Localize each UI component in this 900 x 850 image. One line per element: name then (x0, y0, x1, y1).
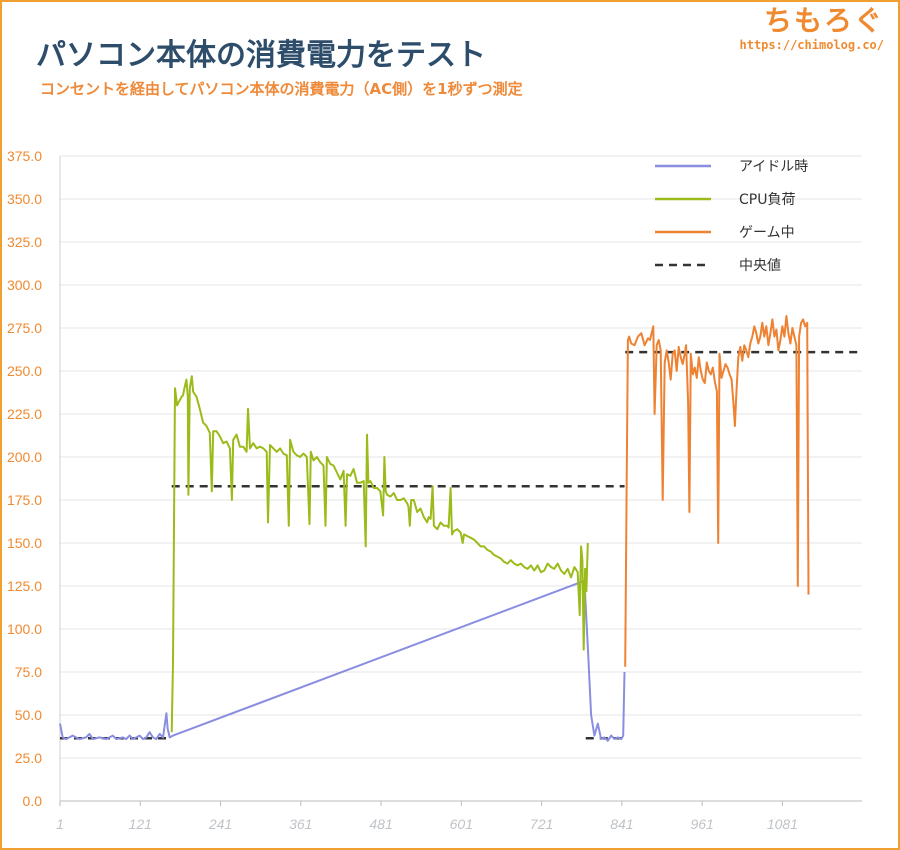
x-tick-label: 601 (450, 816, 473, 832)
legend-label: アイドル時 (739, 159, 808, 175)
x-tick-label: 241 (208, 816, 232, 832)
x-tick-label: 481 (369, 816, 392, 832)
y-tick-label: 100.0 (7, 621, 42, 637)
y-tick-label: 325.0 (7, 234, 42, 250)
y-tick-label: 0.0 (23, 793, 43, 809)
y-tick-label: 175.0 (7, 492, 42, 508)
y-tick-label: 225.0 (7, 406, 42, 422)
y-tick-label: 375.0 (7, 148, 42, 164)
legend-label: 中央値 (739, 258, 781, 274)
brand-url: https://chimolog.co/ (739, 38, 885, 52)
y-tick-label: 50.0 (15, 707, 42, 723)
y-tick-label: 300.0 (7, 277, 42, 293)
chart-title: パソコン本体の消費電力をテスト (36, 38, 486, 73)
series-lines (59, 315, 810, 742)
grid-lines (60, 155, 862, 802)
y-tick-label: 25.0 (15, 750, 42, 766)
series-line (624, 315, 810, 667)
legend-label: ゲーム中 (739, 225, 795, 241)
legend-label: CPU負荷 (739, 192, 795, 208)
x-tick-label: 1081 (767, 816, 798, 832)
series-line (59, 579, 626, 742)
y-tick-label: 125.0 (7, 578, 42, 594)
series-line (170, 375, 589, 733)
brand-name: ちもろぐ (763, 4, 884, 37)
x-tick-label: 961 (690, 816, 713, 832)
y-tick-label: 75.0 (15, 664, 42, 680)
y-tick-label: 275.0 (7, 320, 42, 336)
x-tick-label: 361 (289, 816, 312, 832)
x-tick-label: 721 (530, 816, 553, 832)
y-tick-label: 350.0 (7, 191, 42, 207)
median-lines (60, 350, 862, 740)
x-tick-label: 841 (610, 816, 633, 832)
y-tick-label: 150.0 (7, 535, 42, 551)
y-tick-label: 250.0 (7, 363, 42, 379)
brand-logo: ちもろぐ https://chimolog.co/ (740, 4, 885, 52)
y-tick-label: 200.0 (7, 449, 42, 465)
x-tick-label: 121 (129, 816, 152, 832)
x-tick-label: 1 (56, 816, 64, 832)
axes: 0.0 25.0 50.0 75.0 100.0 125.0 150.0 175.0 200.0… (7, 148, 798, 832)
chart-subtitle: コンセントを経由してパソコン本体の消費電力（AC側）を1秒ずつ測定 (40, 80, 523, 98)
